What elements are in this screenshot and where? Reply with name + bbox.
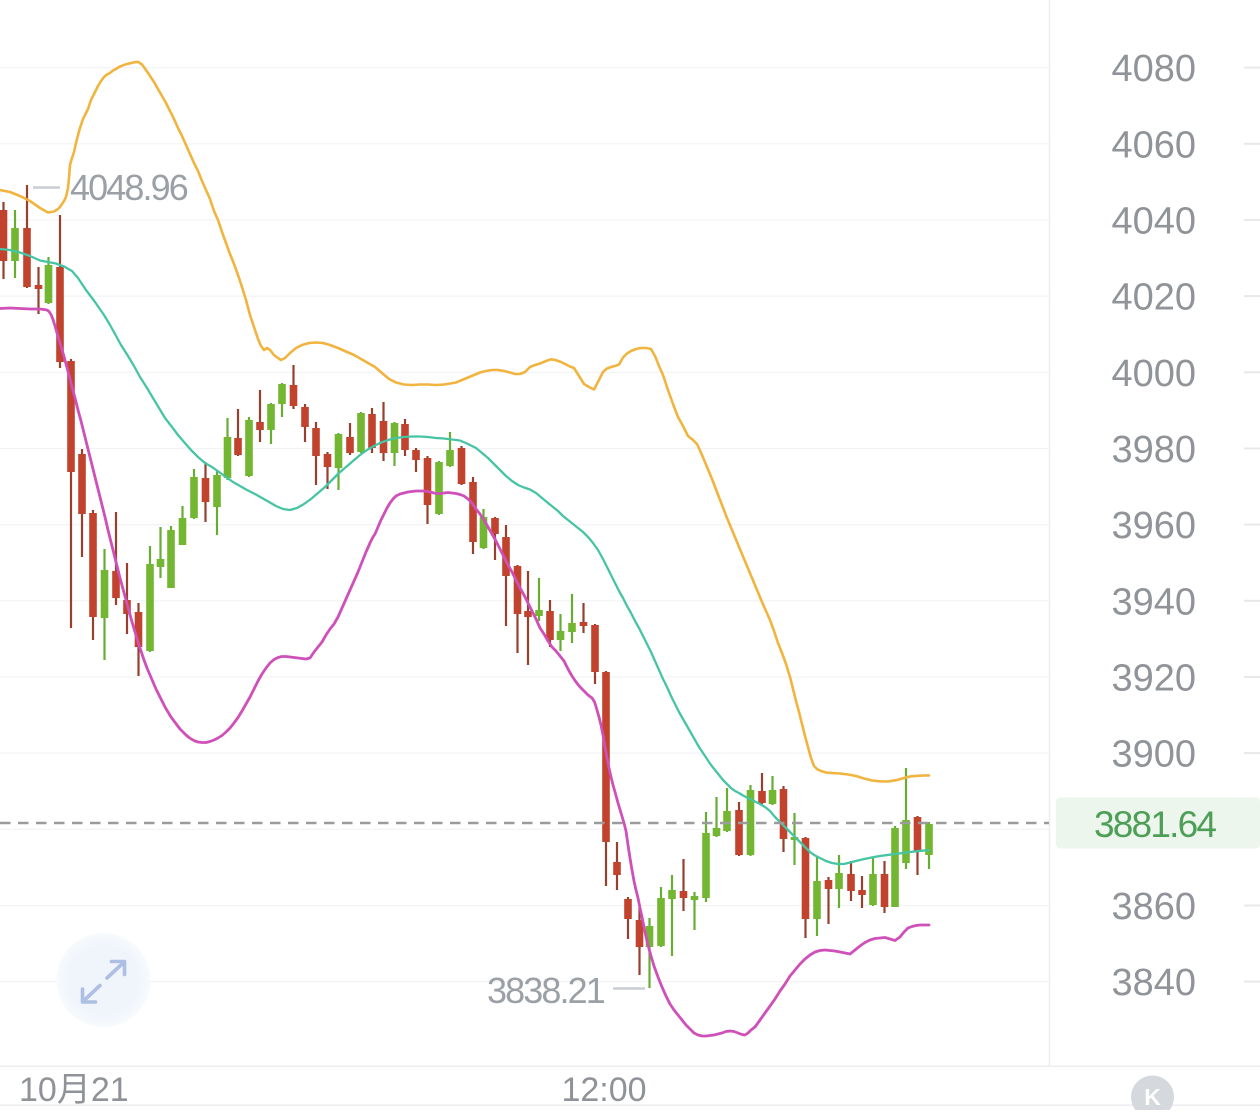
svg-text:4048.96: 4048.96 [70,167,188,208]
svg-text:3840: 3840 [1111,962,1196,1004]
svg-text:3860: 3860 [1111,886,1196,928]
svg-text:4040: 4040 [1111,200,1196,242]
svg-text:12:00: 12:00 [561,1071,646,1109]
svg-text:3838.21: 3838.21 [487,970,605,1011]
svg-text:10月21: 10月21 [19,1071,129,1109]
svg-text:3920: 3920 [1111,658,1196,700]
svg-text:3940: 3940 [1111,581,1196,623]
svg-text:3881.64: 3881.64 [1094,804,1216,845]
svg-text:3980: 3980 [1111,429,1196,471]
svg-text:4000: 4000 [1111,353,1196,395]
svg-text:4080: 4080 [1111,48,1196,90]
svg-text:3960: 3960 [1111,505,1196,547]
svg-text:4060: 4060 [1111,124,1196,166]
svg-text:4020: 4020 [1111,277,1196,319]
svg-text:3900: 3900 [1111,734,1196,776]
svg-text:K: K [1144,1084,1161,1110]
